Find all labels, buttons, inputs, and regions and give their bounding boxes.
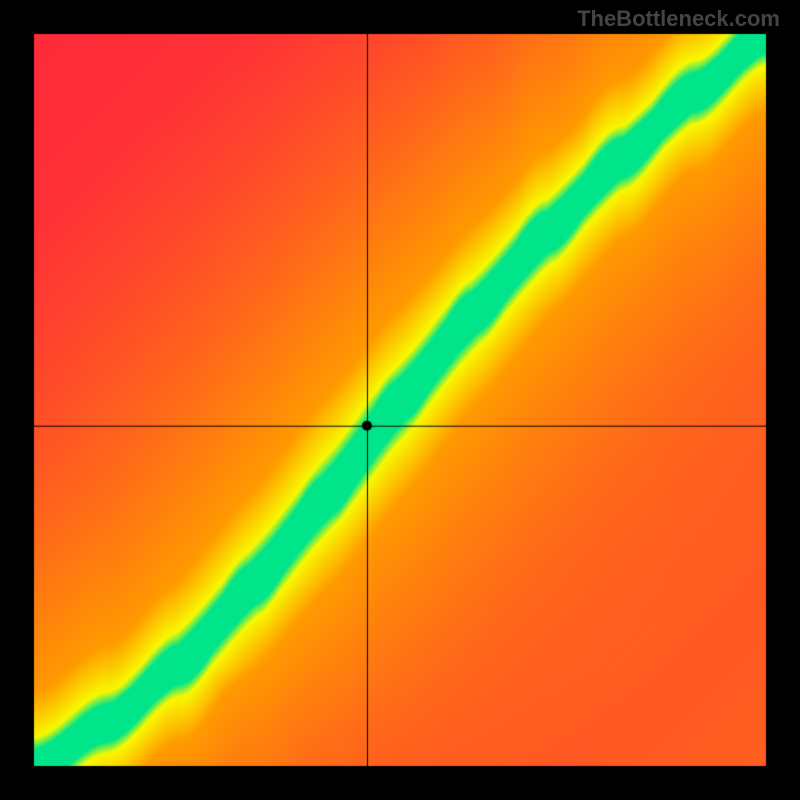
bottleneck-heatmap	[0, 0, 800, 800]
attribution-text: TheBottleneck.com	[577, 6, 780, 32]
